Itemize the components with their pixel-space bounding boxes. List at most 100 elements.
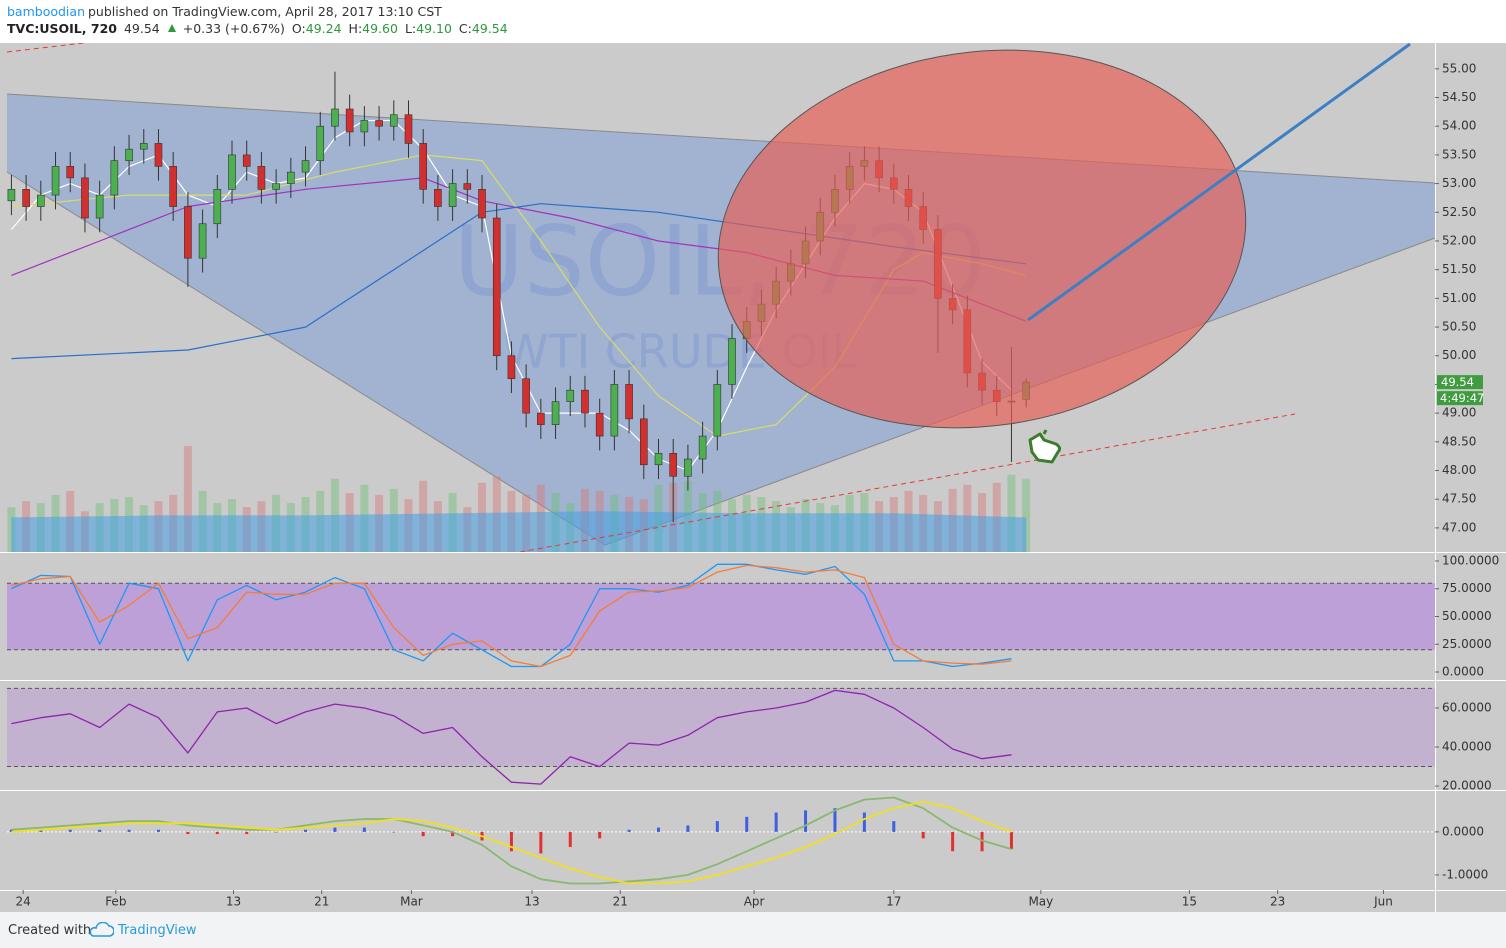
projection-line — [1027, 42, 1411, 322]
candle-body — [66, 166, 75, 179]
y-tick-label: 47.00 — [1442, 520, 1476, 534]
y-tick-label: 48.50 — [1442, 434, 1476, 448]
candle-body — [37, 194, 45, 207]
x-tick-label: Apr — [744, 895, 765, 909]
candle-body — [242, 154, 251, 167]
low-value: 49.10 — [416, 21, 452, 36]
price-tag — [1437, 375, 1483, 390]
candle-body — [463, 183, 472, 190]
candle-body — [566, 389, 575, 402]
histogram-bar — [833, 808, 837, 832]
candle-body — [360, 120, 369, 133]
histogram-bar — [215, 831, 219, 835]
change: +0.33 (+0.67%) — [182, 21, 285, 36]
candle-body — [257, 166, 266, 190]
candle-body — [139, 143, 148, 150]
header-quote-row: TVC:USOIL, 720 49.54 +0.33 (+0.67%) O:49… — [7, 21, 511, 36]
candle-body — [507, 355, 516, 379]
y-tick-label: 0.0000 — [1442, 665, 1484, 679]
candle-body — [625, 384, 633, 420]
pane-separators — [0, 43, 1506, 912]
indicator-line — [11, 689, 1012, 785]
candle-body — [213, 189, 222, 225]
y-tick-label: 20.0000 — [1442, 779, 1492, 793]
candle-body — [287, 171, 295, 184]
up-arrow-icon — [167, 24, 176, 32]
trend-line — [6, 171, 606, 546]
x-tick-label: 24 — [16, 895, 31, 909]
histogram-bar — [745, 816, 749, 832]
histogram-bar — [892, 821, 896, 832]
x-tick-label: Jun — [1373, 895, 1393, 909]
close-value: 49.54 — [471, 21, 508, 36]
candle-body — [301, 160, 310, 173]
candle-body — [198, 223, 207, 259]
histogram-bar — [68, 829, 72, 832]
y-tick-label: 50.50 — [1442, 320, 1476, 334]
histogram-bar — [9, 829, 13, 832]
brand-logo — [89, 922, 114, 937]
x-tick-label: 13 — [524, 895, 539, 909]
histogram-bar — [980, 831, 984, 852]
histogram-bar — [715, 821, 719, 832]
indicator-band — [7, 583, 1435, 650]
candle-body — [639, 418, 648, 466]
x-tick-label: Feb — [105, 895, 126, 909]
histogram-bar — [627, 829, 631, 832]
countdown-tag — [1437, 391, 1483, 406]
candle-body — [669, 452, 678, 477]
histogram-bar — [39, 829, 43, 832]
header-publish-row: bamboodian published on TradingView.com, … — [7, 4, 445, 19]
histogram-bar — [304, 829, 308, 832]
indicator-line — [11, 563, 1012, 668]
histogram-bar — [656, 827, 660, 832]
volume-bar — [183, 446, 192, 552]
candle-body — [228, 154, 236, 190]
candle-body — [478, 189, 486, 219]
x-tick-label: 17 — [886, 895, 901, 909]
candle-body — [7, 189, 16, 202]
candle-body — [125, 148, 133, 161]
header: bamboodian published on TradingView.com, … — [0, 0, 1506, 43]
y-tick-label: 75.0000 — [1442, 581, 1492, 595]
candle-body — [345, 108, 354, 133]
histogram-bar — [333, 827, 337, 832]
high-value: 49.60 — [362, 21, 398, 36]
y-tick-label: 40.0000 — [1442, 740, 1492, 754]
candle-body — [169, 166, 177, 207]
candle-body — [581, 389, 589, 414]
countdown-label: 4:49:47 — [1440, 391, 1484, 405]
low-label: L: — [404, 21, 417, 36]
candle-body — [610, 384, 619, 437]
candle-body — [419, 143, 427, 190]
volume-ma-area — [11, 511, 1027, 552]
candle-body — [595, 412, 604, 437]
open-label: O: — [291, 21, 306, 36]
footer-brand[interactable]: TradingView — [118, 923, 197, 938]
y-tick-label: 54.50 — [1442, 90, 1476, 104]
candle-body — [110, 160, 119, 196]
y-tick-label: 47.50 — [1442, 492, 1476, 506]
candle-body — [184, 206, 192, 259]
candle-body — [713, 384, 722, 437]
y-tick-label: 54.00 — [1442, 119, 1476, 133]
histogram-bar — [509, 831, 513, 852]
data-layer — [7, 71, 1435, 885]
open-value: 49.24 — [305, 21, 342, 36]
histogram-bar — [539, 831, 543, 854]
x-tick-label: 15 — [1182, 895, 1197, 909]
author[interactable]: bamboodian — [7, 4, 85, 19]
indicator-line — [11, 564, 1012, 668]
x-tick-label: May — [1028, 895, 1053, 909]
histogram-bar — [774, 812, 778, 832]
candle-body — [154, 143, 163, 167]
macd-line — [11, 800, 1012, 885]
histogram-bar — [598, 831, 602, 839]
footer-created: Created with — [8, 923, 92, 938]
y-tick-label: 50.00 — [1442, 348, 1476, 362]
close-label: C: — [458, 21, 472, 36]
y-tick-label: 55.00 — [1442, 61, 1476, 75]
candle-body — [654, 452, 663, 466]
histogram-bar — [186, 831, 190, 835]
axes: 47.0047.5048.0048.5049.0049.5050.0050.50… — [16, 61, 1500, 908]
